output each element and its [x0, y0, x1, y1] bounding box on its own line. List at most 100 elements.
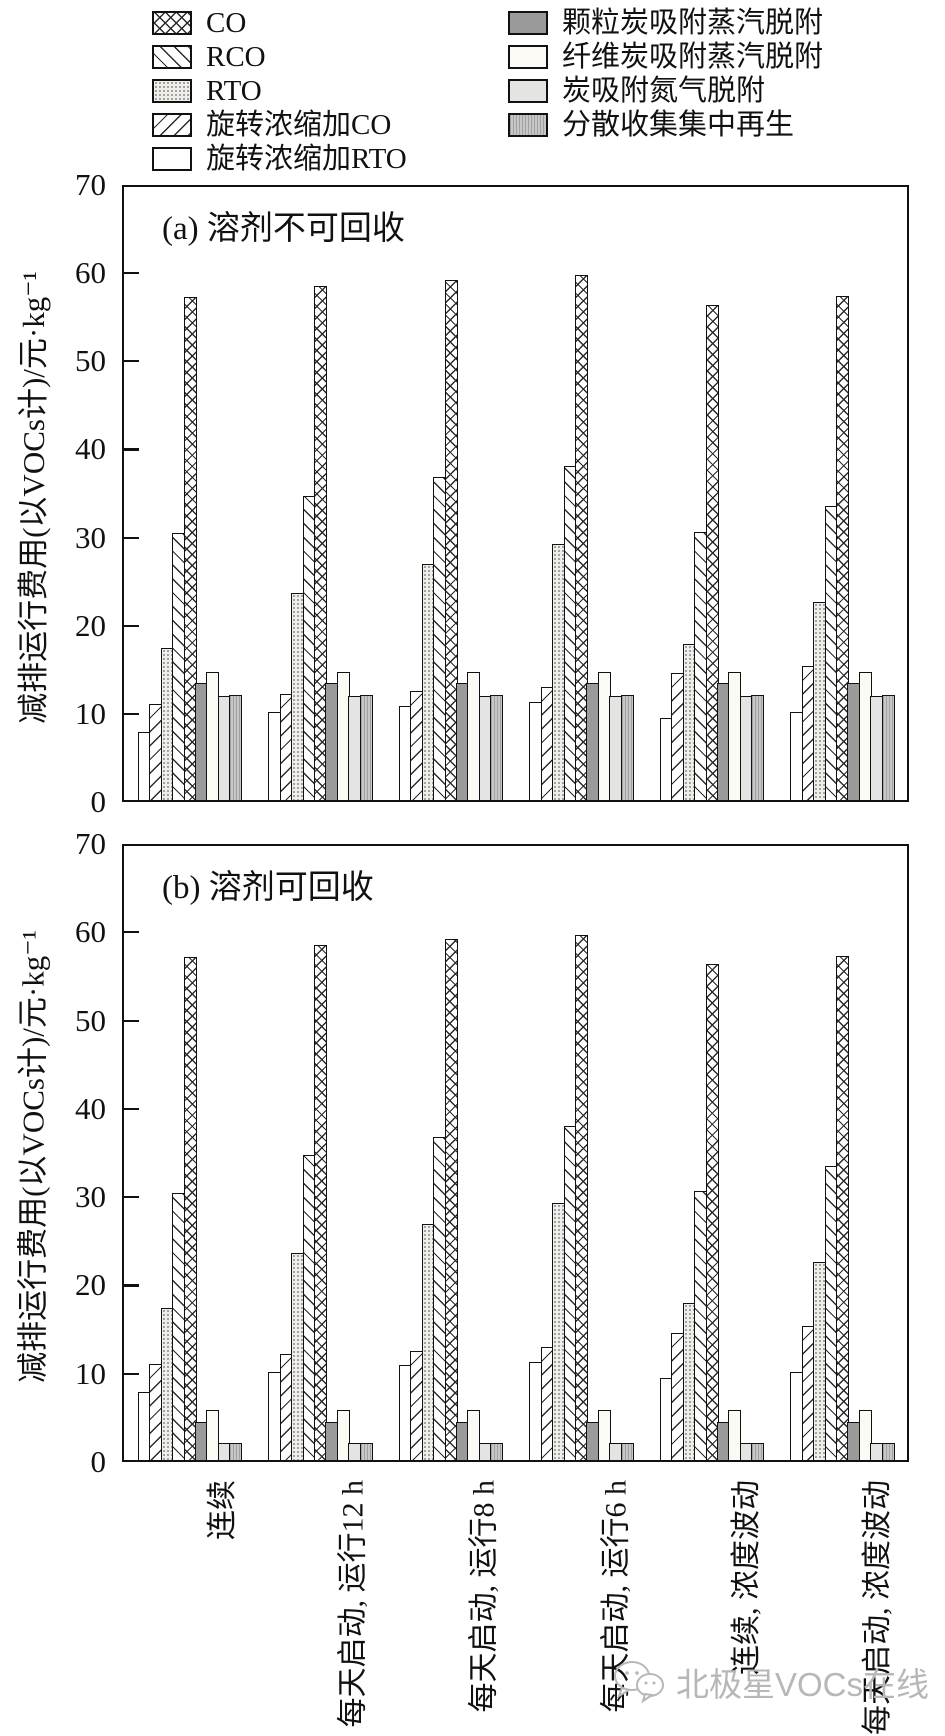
bar-dispersed-group4	[751, 695, 765, 800]
x-category-label-text: 连续, 浓度波动	[730, 1480, 764, 1675]
legend-item-dispersed-regen: 分散收集集中再生	[508, 108, 823, 142]
legend-item-nitrogen-desorb: 炭吸附氮气脱附	[508, 74, 823, 108]
panel-a-bar-groups	[124, 187, 907, 800]
legend-label: 炭吸附氮气脱附	[562, 74, 766, 107]
legend-swatch-fiber-icon	[508, 45, 548, 69]
bar-fiber-group5	[858, 1410, 872, 1460]
legend-left-column: CO RCO RTO 旋转浓缩加CO 旋转浓缩加RTO	[152, 6, 407, 176]
legend-label: 纤维炭吸附蒸汽脱附	[562, 40, 824, 73]
x-category-label-text: 每天启动, 运行12 h	[336, 1480, 370, 1728]
y-tick-mark	[124, 448, 139, 451]
legend-swatch-dispersed-icon	[508, 113, 548, 137]
bar-dispersed-group2	[490, 1442, 504, 1460]
bar-rco-group5	[824, 506, 838, 800]
bar-group-0	[124, 187, 255, 800]
y-tick-label: 20	[75, 607, 106, 643]
bar-co-group4	[705, 305, 719, 800]
legend-label: 分散收集集中再生	[562, 108, 795, 141]
legend-item-co: CO	[152, 6, 407, 40]
bar-dispersed-group3	[620, 695, 634, 800]
bar-co-group3	[575, 934, 589, 1460]
bar-co-group0	[183, 297, 197, 800]
y-tick-mark	[124, 360, 139, 363]
bar-xco-group3	[540, 687, 554, 800]
panel-b-title: (b) 溶剂可回收	[162, 870, 374, 906]
bar-xco-group0	[149, 703, 163, 800]
y-tick-label: 30	[75, 519, 106, 555]
bar-group-2	[385, 187, 516, 800]
y-tick-label: 70	[75, 826, 106, 861]
x-category-label-text: 每天启动, 运行8 h	[467, 1480, 501, 1713]
y-tick-mark	[124, 712, 139, 716]
legend-swatch-co-icon	[152, 11, 192, 35]
bar-rto-group2	[421, 1223, 435, 1460]
bar-group-1	[255, 187, 386, 800]
legend-label: 旋转浓缩加RTO	[206, 142, 407, 175]
y-tick-mark	[124, 1107, 139, 1111]
bar-group-3	[516, 846, 647, 1460]
bar-dispersed-group3	[620, 1442, 634, 1460]
bar-group-0	[124, 846, 255, 1460]
bar-group-3	[516, 187, 647, 800]
y-tick-mark	[124, 1019, 139, 1022]
y-tick-mark	[124, 1284, 139, 1287]
bar-dispersed-group4	[751, 1442, 765, 1460]
bar-xco-group4	[671, 1333, 685, 1460]
bar-xco-group2	[410, 1350, 424, 1460]
bar-co-group1	[314, 285, 328, 800]
y-tick-label: 50	[75, 1002, 106, 1038]
bar-co-group5	[836, 296, 850, 800]
legend-item-granular-carbon: 颗粒炭吸附蒸汽脱附	[508, 6, 823, 40]
legend-label: RCO	[206, 40, 266, 73]
bar-group-5	[777, 187, 908, 800]
x-category-label-text: 连续	[205, 1480, 239, 1540]
bar-dispersed-group2	[490, 695, 504, 800]
y-tick-label: 40	[75, 431, 106, 467]
bar-group-2	[385, 846, 516, 1460]
panel-b-plot-area: (b) 溶剂可回收	[122, 844, 909, 1462]
panel-b-bar-groups	[124, 846, 907, 1460]
bar-dispersed-group0	[229, 695, 243, 800]
legend-swatch-rotary-co-icon	[152, 113, 192, 137]
bar-dispersed-group1	[359, 695, 373, 800]
bar-rco-group3	[563, 1125, 577, 1460]
bar-dispersed-group1	[359, 1442, 373, 1460]
bar-dispersed-group5	[881, 1442, 895, 1460]
y-tick-label: 40	[75, 1090, 106, 1126]
legend-item-fiber-carbon: 纤维炭吸附蒸汽脱附	[508, 40, 823, 74]
y-tick-mark	[124, 1196, 139, 1199]
watermark-text: 北极星VOCs在线	[676, 1666, 930, 1703]
y-tick-label: 10	[75, 695, 106, 731]
legend-swatch-nitrogen-icon	[508, 79, 548, 103]
legend-label: CO	[206, 6, 247, 39]
legend-item-rotary-rto: 旋转浓缩加RTO	[152, 142, 407, 176]
bar-dispersed-group0	[229, 1442, 243, 1460]
panel-a-plot-area: (a) 溶剂不可回收	[122, 185, 909, 802]
bar-rto-group3	[552, 1203, 566, 1460]
legend-label: 旋转浓缩加CO	[206, 108, 392, 141]
panel-a-title: (a) 溶剂不可回收	[162, 211, 405, 247]
legend-swatch-rotary-rto-icon	[152, 147, 192, 171]
bar-group-1	[255, 846, 386, 1460]
y-tick-label: 60	[75, 255, 106, 291]
bar-fiber-group3	[597, 1410, 611, 1460]
y-tick-label: 30	[75, 1179, 106, 1215]
y-tick-mark	[124, 272, 139, 275]
bar-fiber-group4	[728, 1410, 742, 1460]
bar-fiber-group2	[467, 1410, 481, 1460]
wechat-bubbles-icon	[614, 1661, 664, 1704]
legend-label: RTO	[206, 74, 262, 107]
y-tick-mark	[124, 1372, 139, 1375]
y-tick-label: 50	[75, 343, 106, 379]
bar-fiber-group0	[206, 1410, 220, 1460]
bar-co-group2	[444, 279, 458, 800]
y-tick-mark	[124, 931, 139, 934]
bar-fiber-group1	[336, 1410, 350, 1460]
legend-item-rotary-co: 旋转浓缩加CO	[152, 108, 407, 142]
bar-co-group3	[575, 275, 589, 800]
legend-item-rco: RCO	[152, 40, 407, 74]
bar-rto-group5	[813, 1262, 827, 1460]
bar-rco-group3	[563, 466, 577, 800]
watermark: 北极星VOCs在线	[612, 1658, 929, 1706]
